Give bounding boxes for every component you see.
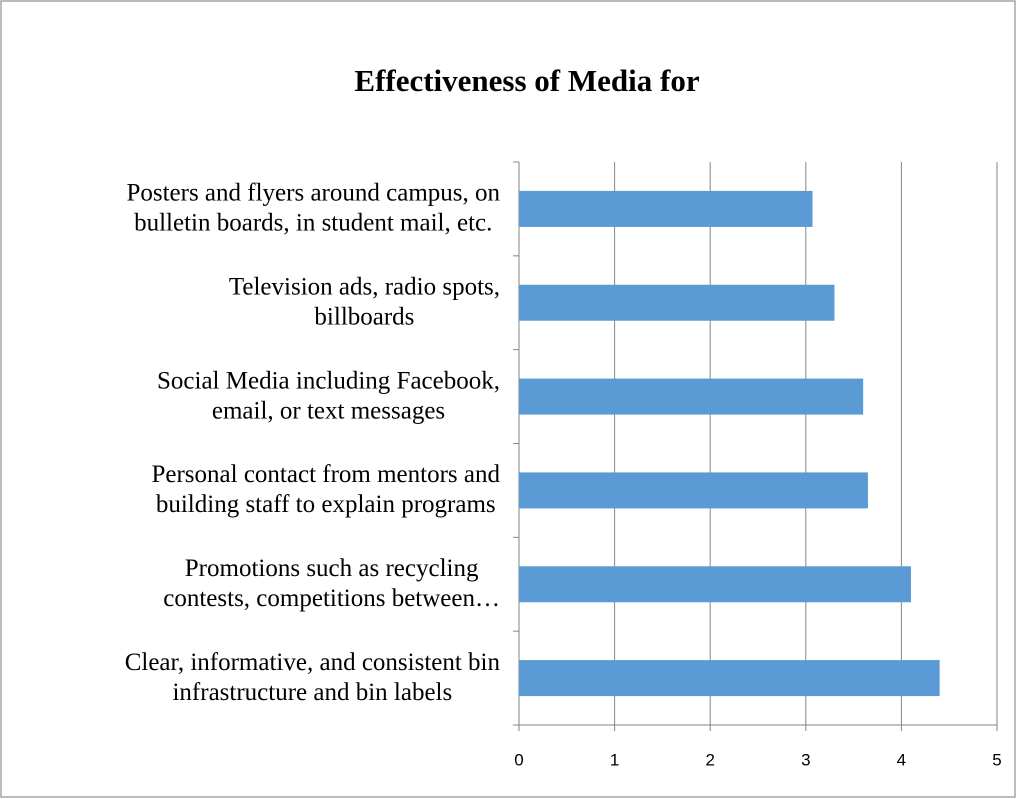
bar [519, 566, 911, 603]
x-tick-label: 3 [801, 750, 810, 769]
y-tick-label: Clear, informative, and consistent bin [125, 649, 501, 676]
y-tick-label: infrastructure and bin labels [172, 679, 452, 706]
bar [519, 660, 940, 697]
y-tick-label: Social Media including Facebook, [157, 367, 500, 394]
x-tick-label: 0 [514, 750, 523, 769]
bar [519, 190, 813, 227]
bar [519, 472, 868, 509]
x-tick-label: 4 [897, 750, 906, 769]
chart-title: Effectiveness of Media for [354, 63, 699, 98]
bar [519, 378, 864, 415]
y-tick-label: email, or text messages [212, 397, 445, 424]
x-tick-label: 5 [992, 750, 1001, 769]
y-tick-label: contests, competitions between… [163, 585, 500, 612]
bar [519, 284, 835, 321]
x-tick-label: 1 [610, 750, 619, 769]
y-tick-label: building staff to explain programs [156, 491, 496, 518]
y-tick-label: Posters and flyers around campus, on [126, 180, 500, 207]
x-tick-label: 2 [705, 750, 714, 769]
y-tick-label: Personal contact from mentors and [151, 461, 500, 488]
y-tick-label: billboards [314, 303, 414, 330]
y-tick-label: Promotions such as recycling [185, 555, 479, 582]
y-tick-label: Television ads, radio spots, [229, 273, 500, 300]
y-tick-label: bulletin boards, in student mail, etc. [134, 210, 492, 237]
